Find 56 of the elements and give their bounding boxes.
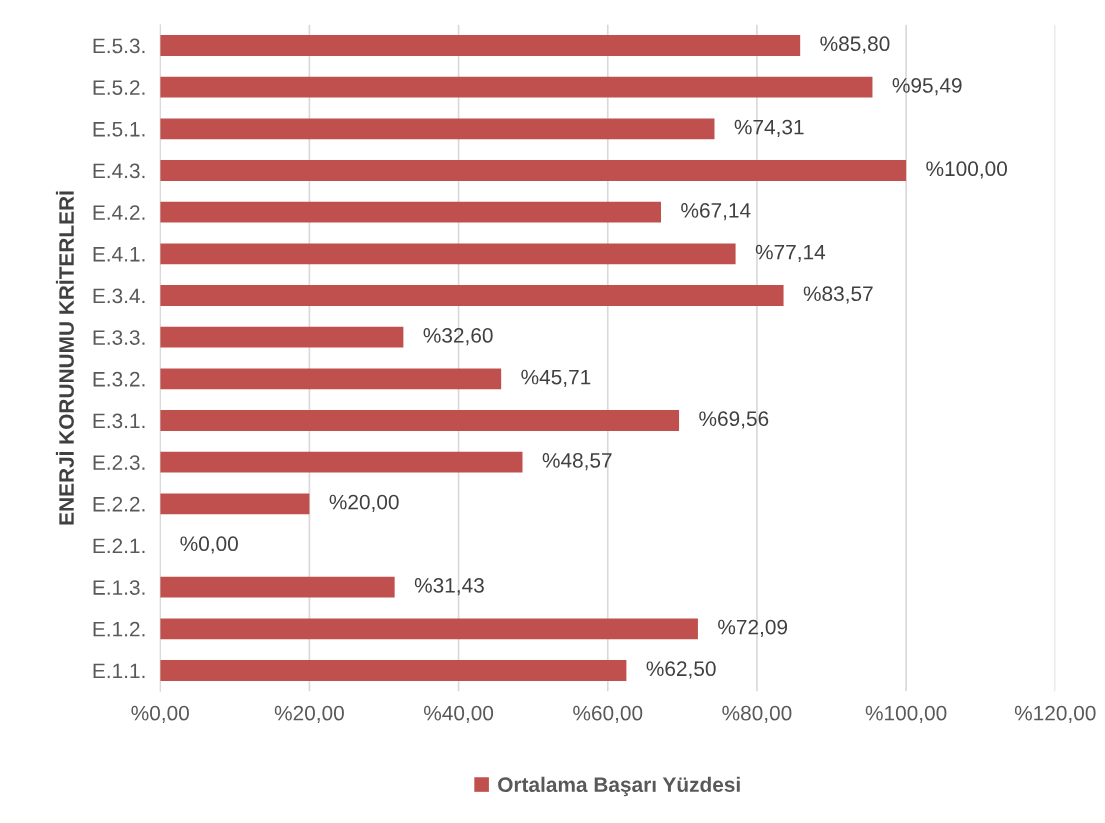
y-tick-label: E.1.1.	[93, 663, 145, 679]
data-label: %67,14	[681, 203, 751, 221]
bar	[160, 368, 502, 390]
bar	[160, 35, 801, 56]
bar	[160, 285, 784, 306]
y-tick-label: E.2.1.	[93, 538, 145, 554]
y-tick-label: E.3.3.	[93, 330, 145, 345]
y-tick-label: E.3.1.	[93, 413, 145, 429]
bar	[160, 660, 627, 681]
data-label: %100,00	[926, 161, 1007, 179]
y-tick-label: E.1.2.	[93, 621, 145, 637]
y-tick-label: E.5.2.	[93, 80, 145, 95]
bar	[160, 451, 523, 473]
data-label: %72,09	[718, 619, 788, 637]
data-label: %62,50	[646, 661, 716, 679]
x-tick-label: %40,00	[423, 705, 494, 723]
bar	[160, 493, 310, 515]
bar	[160, 201, 662, 223]
y-axis-title: ENERJİ KORUNUMU KRİTERLERİ	[55, 191, 74, 525]
data-label: %48,57	[542, 453, 612, 471]
bar	[160, 76, 873, 98]
bar	[160, 410, 680, 431]
x-tick-label: %60,00	[573, 705, 643, 723]
data-label: %77,14	[755, 244, 826, 262]
legend-label: Ortalama Başarı Yüzdesi	[498, 776, 740, 797]
data-label: %74,31	[734, 119, 804, 137]
y-tick-label: E.2.3.	[93, 455, 145, 470]
y-tick-label: E.3.2.	[93, 371, 145, 387]
x-tick-label: %100,00	[865, 705, 947, 723]
data-label: %32,60	[423, 328, 493, 346]
bar	[160, 160, 907, 181]
bar	[160, 243, 736, 265]
data-label: %95,49	[892, 78, 962, 96]
bar	[160, 618, 698, 640]
bar	[160, 576, 395, 598]
y-tick-label: E.5.1.	[93, 122, 145, 137]
bar	[160, 326, 404, 348]
y-tick-label: E.4.1.	[93, 247, 145, 262]
data-label: %69,56	[699, 411, 769, 429]
x-tick-label: %0,00	[131, 705, 189, 723]
y-tick-label: E.1.3.	[93, 580, 145, 595]
data-label: %0,00	[180, 536, 238, 554]
data-label: %20,00	[329, 494, 399, 512]
data-label: %83,57	[803, 286, 873, 304]
y-tick-label: E.4.3.	[93, 163, 145, 179]
y-tick-label: E.4.2.	[93, 205, 145, 220]
y-tick-label: E.5.3.	[93, 38, 145, 54]
data-label: %45,71	[521, 369, 591, 387]
y-tick-label: E.3.4.	[93, 288, 145, 304]
bar	[160, 118, 715, 140]
x-tick-label: %120,00	[1014, 705, 1096, 723]
y-tick-label: E.2.2.	[93, 496, 145, 512]
data-label: %31,43	[414, 578, 484, 596]
x-tick-label: %80,00	[722, 705, 792, 723]
x-tick-label: %20,00	[274, 705, 344, 723]
data-label: %85,80	[820, 36, 890, 54]
